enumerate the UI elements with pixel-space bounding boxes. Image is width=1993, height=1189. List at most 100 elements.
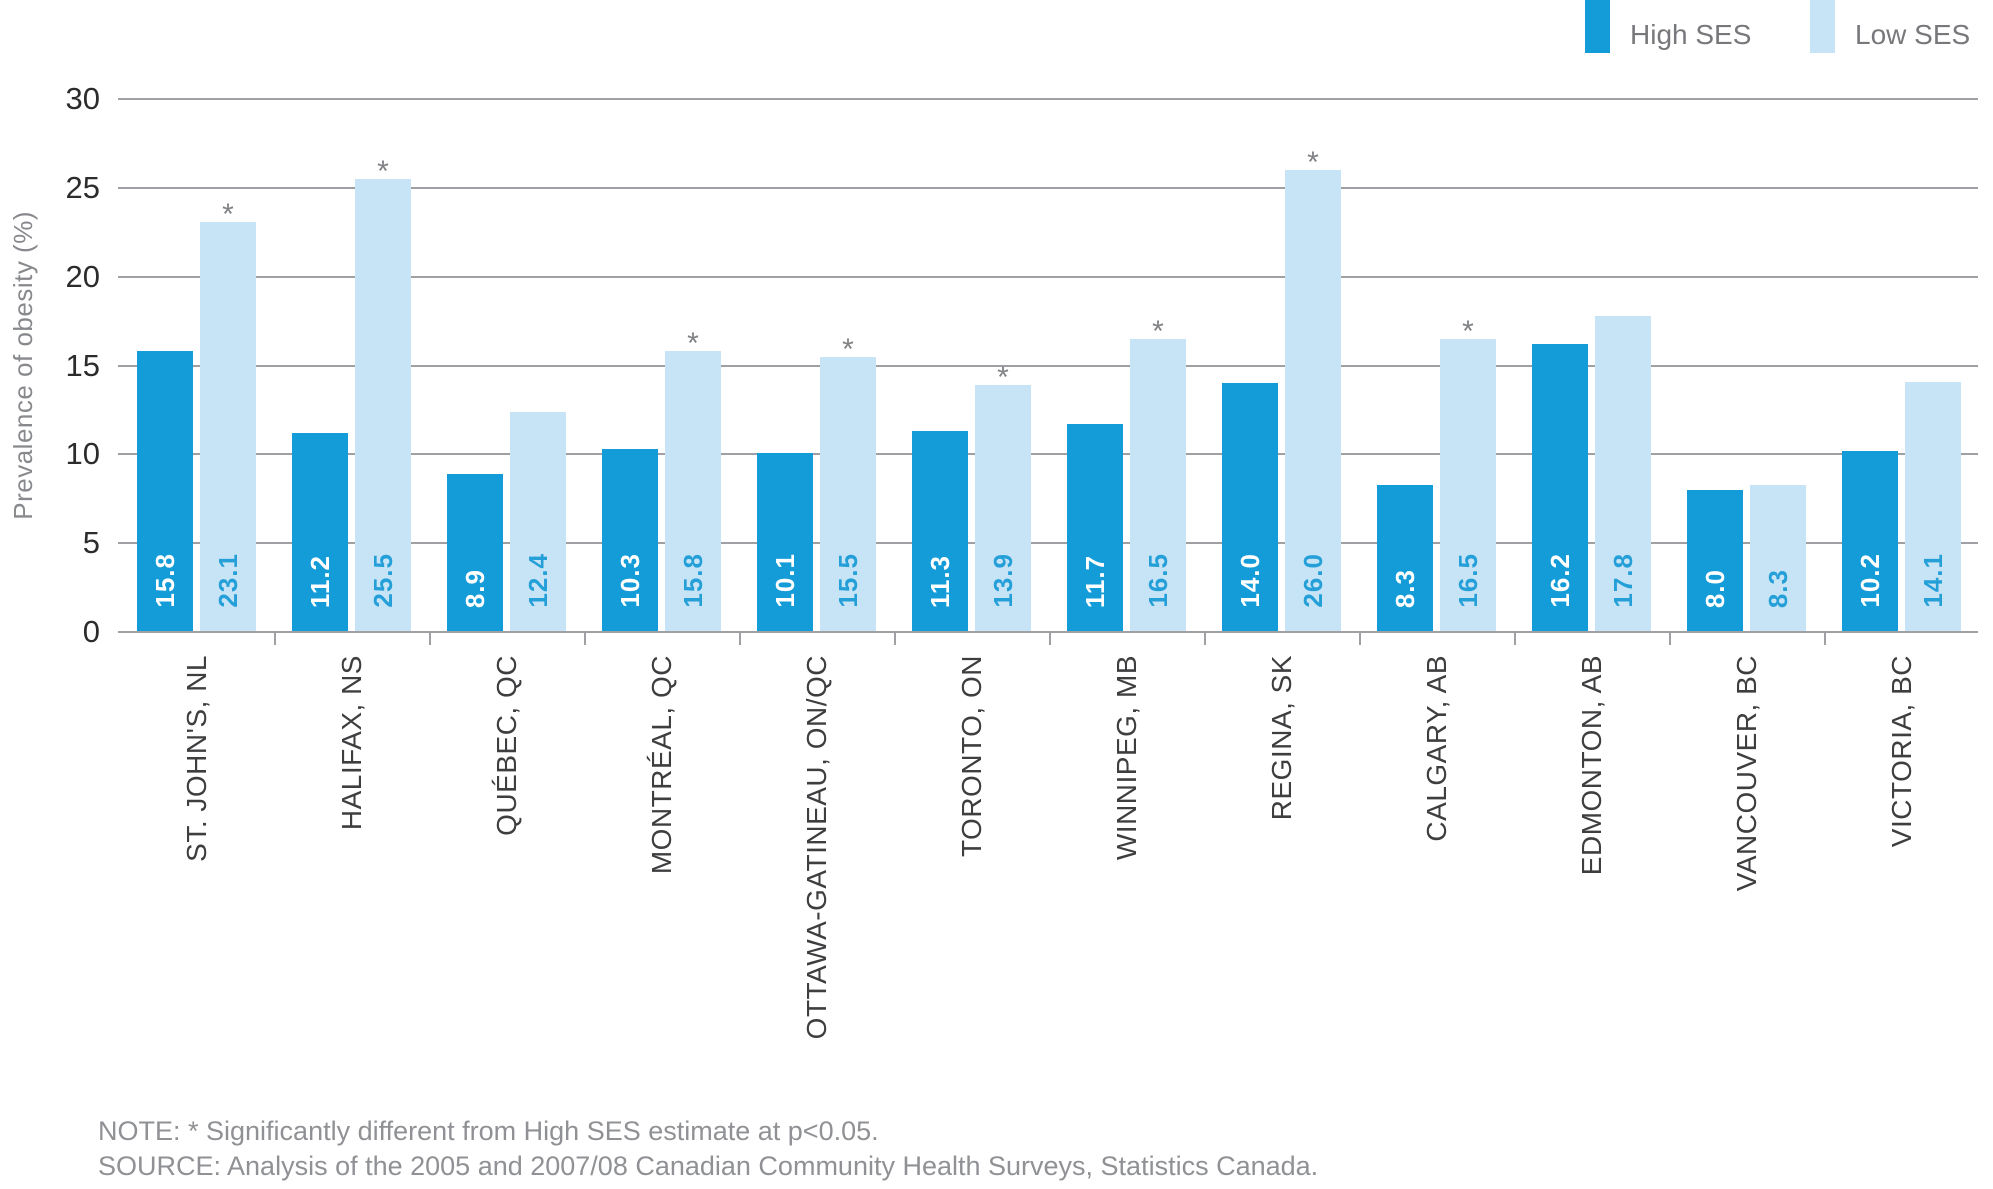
bar-value-label: 15.8 <box>678 553 708 608</box>
significance-asterisk: * <box>1152 314 1164 348</box>
bar-value-label: 12.4 <box>523 553 553 608</box>
y-tick-label: 0 <box>82 614 100 649</box>
x-axis-tick <box>739 632 741 645</box>
gridline <box>118 275 1978 278</box>
bar-value-label: 16.2 <box>1545 553 1575 608</box>
x-axis-label: MONTRÉAL, QC <box>645 655 677 875</box>
bar-low-ses: 13.9 <box>975 385 1031 632</box>
x-axis-label: HALIFAX, NS <box>335 655 367 831</box>
bar-value-label: 8.0 <box>1700 568 1730 608</box>
y-tick-label: 20 <box>65 258 100 294</box>
bar-value-label: 14.1 <box>1918 553 1948 608</box>
x-axis-tick <box>429 632 431 645</box>
x-axis-label: OTTAWA-GATINEAU, ON/QC <box>800 655 832 1040</box>
legend-item-low-ses: Low SES <box>1810 0 1970 53</box>
bar-high-ses: 10.2 <box>1842 450 1898 632</box>
x-axis-tick <box>1669 632 1671 645</box>
bar-high-ses: 8.9 <box>447 473 503 632</box>
x-axis-baseline <box>118 631 1978 633</box>
bar-low-ses: 15.5 <box>820 356 876 632</box>
bar-value-label: 8.3 <box>1763 568 1793 608</box>
gridline <box>118 98 1978 100</box>
bar-low-ses: 25.5 <box>355 178 411 632</box>
bar-value-label: 11.7 <box>1080 554 1110 608</box>
x-axis-label: CALGARY, AB <box>1420 655 1452 842</box>
legend-swatch-low-ses <box>1810 0 1835 53</box>
x-axis-label: TORONTO, ON <box>955 655 987 858</box>
bar-value-label: 11.3 <box>925 554 955 608</box>
x-axis-tick <box>1514 632 1516 645</box>
bar-low-ses: 12.4 <box>510 411 566 632</box>
note-text: NOTE: * Significantly different from Hig… <box>98 1116 879 1146</box>
bar-high-ses: 11.2 <box>292 433 348 632</box>
x-axis-tick <box>584 632 586 645</box>
bar-value-label: 15.5 <box>833 553 863 608</box>
bar-high-ses: 15.8 <box>137 351 193 632</box>
bar-value-label: 10.1 <box>770 553 800 608</box>
gridline <box>118 453 1978 456</box>
bar-low-ses: 23.1 <box>200 221 256 632</box>
bar-value-label: 25.5 <box>368 553 398 608</box>
bar-low-ses: 16.5 <box>1130 338 1186 632</box>
bar-value-label: 16.5 <box>1143 553 1173 608</box>
x-axis-label: REGINA, SK <box>1265 655 1297 821</box>
y-tick-label: 30 <box>65 81 100 116</box>
bar-low-ses: 8.3 <box>1750 484 1806 632</box>
bar-value-label: 10.2 <box>1855 553 1885 608</box>
legend-label-high-ses: High SES <box>1630 19 1752 50</box>
gridline <box>118 364 1978 367</box>
bar-value-label: 15.8 <box>150 553 180 608</box>
gridline <box>118 542 1978 545</box>
significance-asterisk: * <box>842 332 854 366</box>
bar-low-ses: 26.0 <box>1285 170 1341 632</box>
bar-low-ses: 17.8 <box>1595 315 1651 632</box>
x-axis-tick <box>1204 632 1206 645</box>
bar-value-label: 11.2 <box>305 554 335 608</box>
bar-value-label: 23.1 <box>213 553 243 608</box>
y-tick-label: 5 <box>82 525 100 561</box>
bar-high-ses: 8.3 <box>1377 484 1433 632</box>
bar-high-ses: 11.3 <box>912 431 968 632</box>
bar-high-ses: 16.2 <box>1532 344 1588 632</box>
bar-value-label: 8.3 <box>1390 568 1420 608</box>
significance-asterisk: * <box>1462 314 1474 348</box>
bar-value-label: 26.0 <box>1298 553 1328 608</box>
y-tick-label: 15 <box>65 347 100 383</box>
x-axis-label: VICTORIA, BC <box>1885 655 1917 848</box>
bar-value-label: 16.5 <box>1453 553 1483 608</box>
bar-high-ses: 14.0 <box>1222 383 1278 632</box>
significance-asterisk: * <box>222 197 234 231</box>
significance-asterisk: * <box>687 327 699 361</box>
x-axis-tick <box>894 632 896 645</box>
x-axis-tick <box>1824 632 1826 645</box>
significance-asterisk: * <box>997 361 1009 395</box>
source-text: SOURCE: Analysis of the 2005 and 2007/08… <box>98 1151 1319 1181</box>
significance-asterisk: * <box>377 154 389 188</box>
bar-low-ses: 14.1 <box>1905 381 1961 632</box>
bar-value-label: 14.0 <box>1235 553 1265 608</box>
legend-swatch-high-ses <box>1585 0 1610 53</box>
bar-low-ses: 16.5 <box>1440 338 1496 632</box>
legend-item-high-ses: High SES <box>1585 0 1751 53</box>
x-axis-tick <box>274 632 276 645</box>
gridline <box>118 186 1978 189</box>
y-tick-label: 10 <box>65 436 100 472</box>
x-axis-tick <box>1049 632 1051 645</box>
bar-high-ses: 11.7 <box>1067 424 1123 632</box>
x-axis-label: EDMONTON, AB <box>1575 655 1607 876</box>
bar-value-label: 17.8 <box>1608 553 1638 608</box>
bar-high-ses: 10.1 <box>757 452 813 632</box>
x-axis-label: QUÉBEC, QC <box>490 655 522 836</box>
x-axis-label: WINNIPEG, MB <box>1110 655 1142 861</box>
x-axis-tick <box>1359 632 1361 645</box>
y-tick-label: 25 <box>65 169 100 205</box>
footnotes: NOTE: * Significantly different from Hig… <box>98 1114 1318 1184</box>
significance-asterisk: * <box>1307 146 1319 180</box>
bar-low-ses: 15.8 <box>665 351 721 632</box>
x-axis-label: ST. JOHN'S, NL <box>180 655 212 862</box>
bar-value-label: 13.9 <box>988 553 1018 608</box>
x-axis-label: VANCOUVER, BC <box>1730 655 1762 892</box>
bar-value-label: 10.3 <box>615 553 645 608</box>
legend-label-low-ses: Low SES <box>1855 19 1971 50</box>
